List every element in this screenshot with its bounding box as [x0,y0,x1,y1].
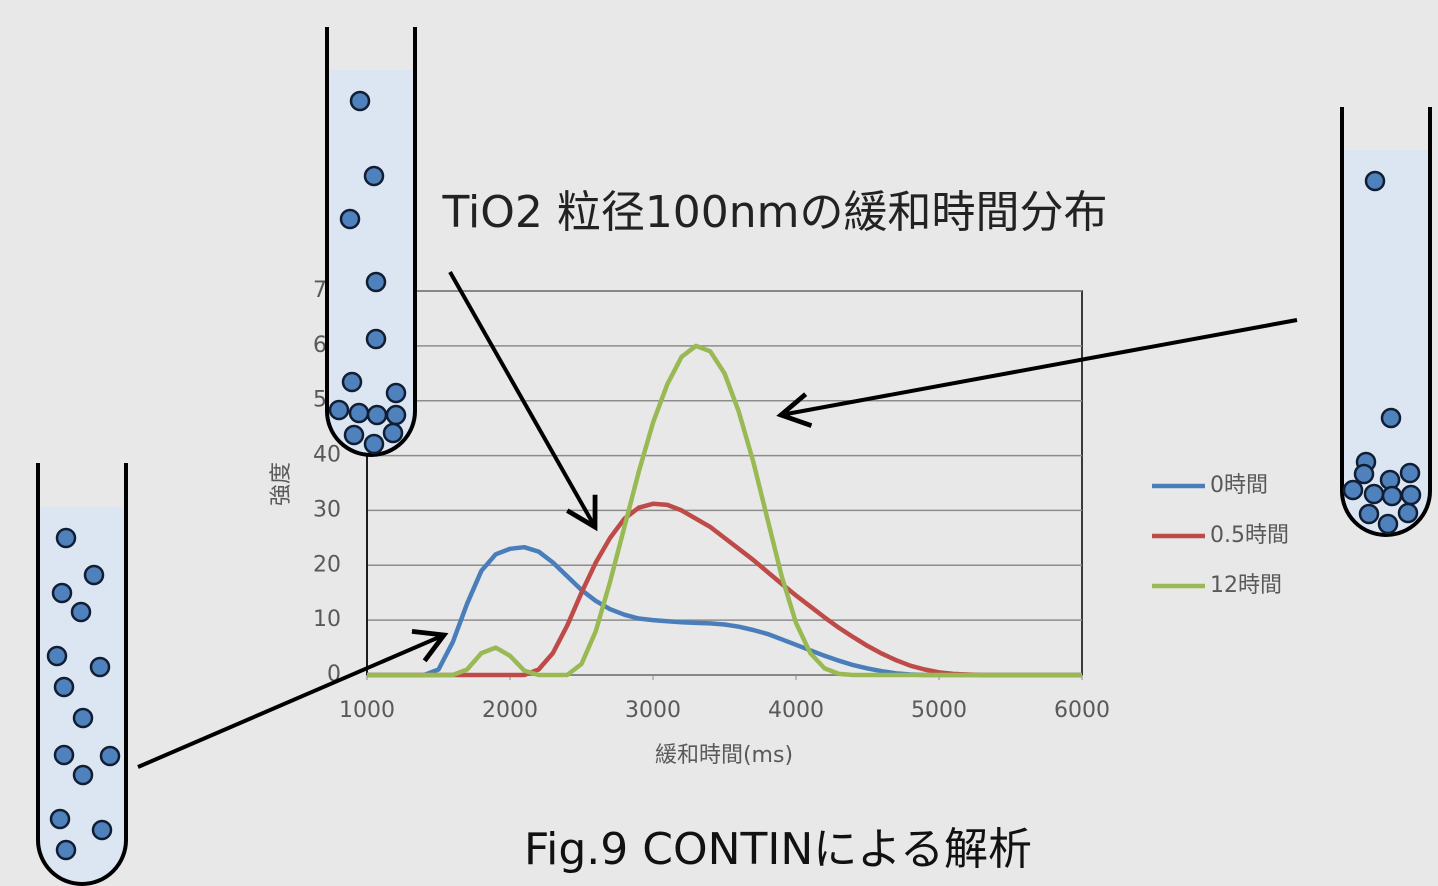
particle [74,766,92,784]
particle [57,841,75,859]
particle [368,406,386,424]
particle [51,810,69,828]
particle [1402,486,1420,504]
particle [330,401,348,419]
particle [384,424,402,442]
y-tick-label: 30 [313,497,341,522]
x-tick-label: 4000 [768,698,824,723]
legend-label: 0時間 [1210,473,1268,498]
arrow [450,272,595,527]
chart-title: TiO2 粒径100nmの緩和時間分布 [441,187,1107,238]
particle [72,603,90,621]
x-axis-label: 緩和時間(ms) [655,743,793,768]
particle [341,210,359,228]
plot: 0102030405060701000200030004000500060000… [313,278,1289,723]
particle [1383,487,1401,505]
particle [365,435,383,453]
particle [350,404,368,422]
particle [85,566,103,584]
series-line [367,547,1082,675]
legend-label: 0.5時間 [1210,523,1289,548]
particle [48,647,66,665]
particle [365,167,383,185]
particle [345,426,363,444]
x-tick-label: 6000 [1054,698,1110,723]
particle [1382,409,1400,427]
particle [1399,504,1417,522]
particle [1366,172,1384,190]
particle [1360,505,1378,523]
particle [55,678,73,696]
x-tick-label: 3000 [625,698,681,723]
particle [57,529,75,547]
y-tick-label: 40 [313,443,341,468]
particle [1365,485,1383,503]
particle [387,406,405,424]
x-tick-label: 5000 [911,698,967,723]
particle [53,584,71,602]
x-tick-label: 1000 [339,698,395,723]
caption: Fig.9 CONTINによる解析 [524,824,1032,875]
particle [91,658,109,676]
y-axis-label: 強度 [269,462,294,506]
particle [351,92,369,110]
particle [74,709,92,727]
particle [1344,481,1362,499]
particle [1401,464,1419,482]
particle [343,373,361,391]
x-tick-label: 2000 [482,698,538,723]
y-tick-label: 20 [313,552,341,577]
chart: 0102030405060701000200030004000500060000… [0,0,1438,886]
particle [387,384,405,402]
particle [101,747,119,765]
page: {"chart_data": {"type": "line", "title":… [0,0,1438,886]
legend-label: 12時間 [1210,573,1282,598]
particle [367,330,385,348]
particle [93,821,111,839]
particle [55,746,73,764]
plot-frame [367,291,1082,675]
y-tick-label: 10 [313,607,341,632]
arrow [138,635,444,767]
particle [1379,515,1397,533]
tube-liquid [38,507,126,884]
particle [367,273,385,291]
particle [1355,465,1373,483]
